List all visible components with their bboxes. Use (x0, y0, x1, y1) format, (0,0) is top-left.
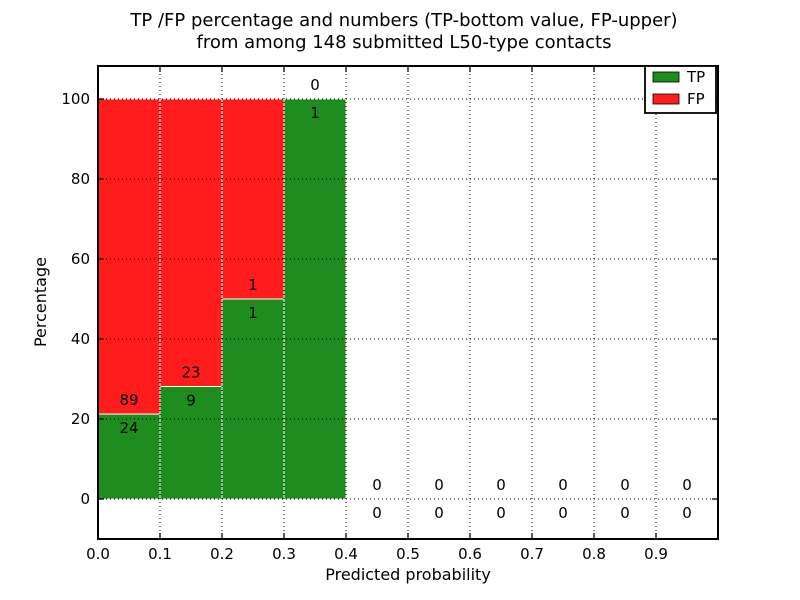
grid-layer (98, 66, 718, 539)
x-tick-label: 0.2 (210, 545, 234, 563)
y-tick-label: 0 (80, 490, 90, 508)
tp-bar-segment (221, 298, 285, 500)
legend: TP FP (644, 65, 717, 114)
fp-count-label: 1 (248, 276, 258, 294)
tp-bar-segment (283, 98, 347, 500)
x-tick-label: 0.6 (458, 545, 482, 563)
fp-count-label: 0 (372, 476, 382, 494)
fp-count-label: 0 (558, 476, 568, 494)
x-tick-label: 0.9 (644, 545, 668, 563)
chart-title-line1: TP /FP percentage and numbers (TP-bottom… (129, 10, 677, 31)
fp-bar-segment (221, 98, 285, 300)
tp-count-label: 0 (434, 504, 444, 522)
x-tick-label: 0.5 (396, 545, 420, 563)
chart-title-line2: from among 148 submitted L50-type contac… (196, 32, 611, 53)
fp-count-label: 23 (181, 364, 200, 382)
tp-count-label: 24 (119, 419, 138, 437)
x-tick-label: 0.0 (86, 545, 110, 563)
legend-swatch-fp (652, 93, 680, 105)
x-tick-label: 0.7 (520, 545, 544, 563)
y-tick-label: 40 (71, 330, 90, 348)
y-tick-label: 80 (71, 170, 90, 188)
tick-labels-layer: 0.0 0.1 0.2 0.3 0.4 0.5 0.6 0.7 0.8 0.9 0 20 40 60 80 1… (61, 90, 668, 563)
legend-label-tp: TP (686, 68, 705, 86)
fp-count-label: 0 (682, 476, 692, 494)
fp-bar-segment (97, 98, 161, 415)
x-axis-label: Predicted probability (325, 565, 491, 584)
fp-count-label: 0 (620, 476, 630, 494)
legend-swatch-tp (652, 71, 680, 83)
tp-count-label: 9 (186, 392, 196, 410)
tp-count-label: 0 (372, 504, 382, 522)
tp-count-label: 1 (310, 104, 320, 122)
fp-count-label: 0 (310, 76, 320, 94)
tp-count-label: 0 (496, 504, 506, 522)
y-tick-label: 20 (71, 410, 90, 428)
legend-label-fp: FP (687, 90, 705, 108)
x-tick-label: 0.1 (148, 545, 172, 563)
x-tick-label: 0.3 (272, 545, 296, 563)
x-tick-label: 0.4 (334, 545, 358, 563)
tp-count-label: 0 (558, 504, 568, 522)
fp-count-label: 0 (434, 476, 444, 494)
y-axis-label: Percentage (31, 257, 50, 347)
count-labels-layer: 89 24 23 9 1 1 0 1 0 0 0 0 0 0 0 0 0 0 0 0 (119, 76, 691, 522)
fp-count-label: 0 (496, 476, 506, 494)
x-tick-label: 0.8 (582, 545, 606, 563)
fp-bar-segment (159, 98, 223, 387)
tp-bar-segment (97, 413, 161, 500)
tp-count-label: 0 (682, 504, 692, 522)
tp-count-label: 0 (620, 504, 630, 522)
fp-count-label: 89 (119, 391, 138, 409)
y-tick-label: 60 (71, 250, 90, 268)
y-tick-label: 100 (61, 90, 90, 108)
tp-count-label: 1 (248, 304, 258, 322)
